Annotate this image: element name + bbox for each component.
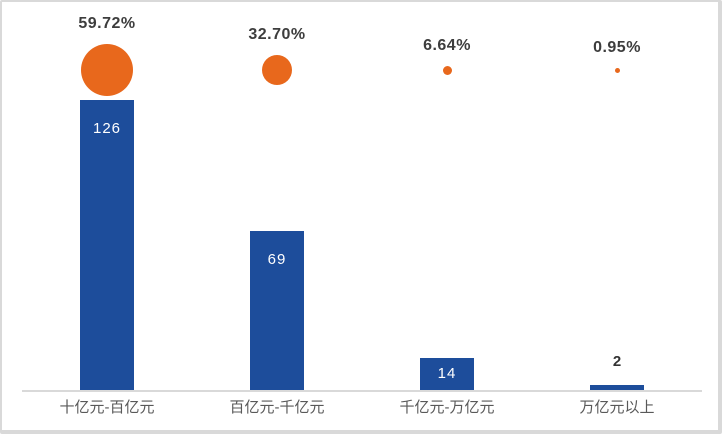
bar	[590, 385, 644, 390]
category-column: 0.95% 2	[532, 2, 702, 390]
bar: 69	[250, 231, 304, 390]
x-axis-label: 千亿元-万亿元	[399, 399, 495, 416]
bar-value-label: 69	[267, 251, 287, 268]
x-axis-label: 万亿元以上	[579, 399, 655, 416]
percentage-bubble	[262, 55, 292, 85]
bar: 14	[420, 358, 474, 390]
bar: 126	[80, 100, 134, 390]
percentage-label: 0.95%	[593, 38, 641, 56]
percentage-label: 6.64%	[423, 36, 471, 54]
plot-area: 59.72% 126 32.70% 69 6.64% 14 0.95% 2	[22, 2, 702, 392]
percentage-bubble	[442, 65, 452, 75]
percentage-bubble	[81, 44, 133, 96]
percentage-label: 32.70%	[248, 26, 306, 43]
x-axis-label: 百亿元-千亿元	[229, 399, 325, 416]
category-column: 59.72% 126	[22, 2, 192, 390]
category-column: 32.70% 69	[192, 2, 362, 390]
bar-value-label: 2	[612, 353, 622, 370]
percentage-bubble	[614, 67, 620, 73]
x-axis: 十亿元-百亿元 百亿元-千亿元 千亿元-万亿元 万亿元以上	[22, 398, 702, 418]
percentage-label: 59.72%	[78, 15, 136, 32]
bar-value-label: 14	[437, 365, 457, 382]
x-axis-label: 十亿元-百亿元	[59, 399, 155, 416]
category-column: 6.64% 14	[362, 2, 532, 390]
bar-value-label: 126	[92, 120, 122, 137]
